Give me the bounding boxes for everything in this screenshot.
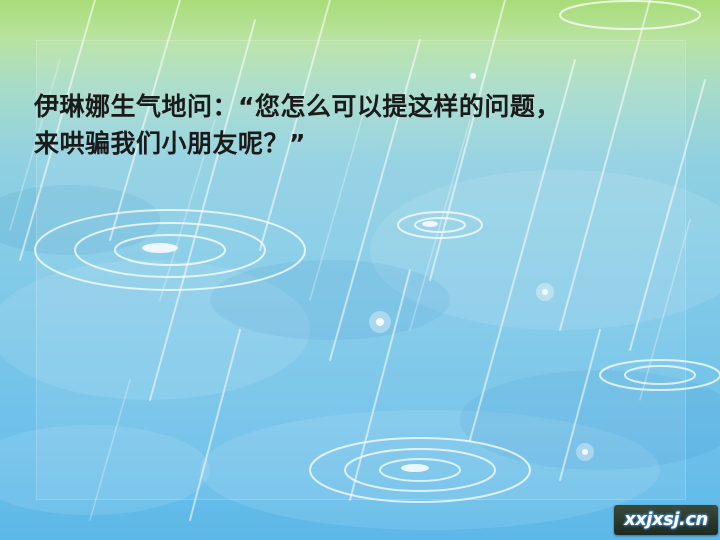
site-logo-text: xxjxsj.cn bbox=[624, 509, 708, 530]
site-logo: xxjxsj.cn bbox=[614, 505, 718, 535]
content-panel bbox=[36, 40, 686, 500]
slide-text: 伊琳娜生气地问：“您怎么可以提这样的问题， 来哄骗我们小朋友呢？” bbox=[34, 88, 684, 162]
slide-text-line-1: 伊琳娜生气地问：“您怎么可以提这样的问题， bbox=[34, 92, 561, 121]
slide-text-line-2: 来哄骗我们小朋友呢？” bbox=[34, 129, 306, 158]
